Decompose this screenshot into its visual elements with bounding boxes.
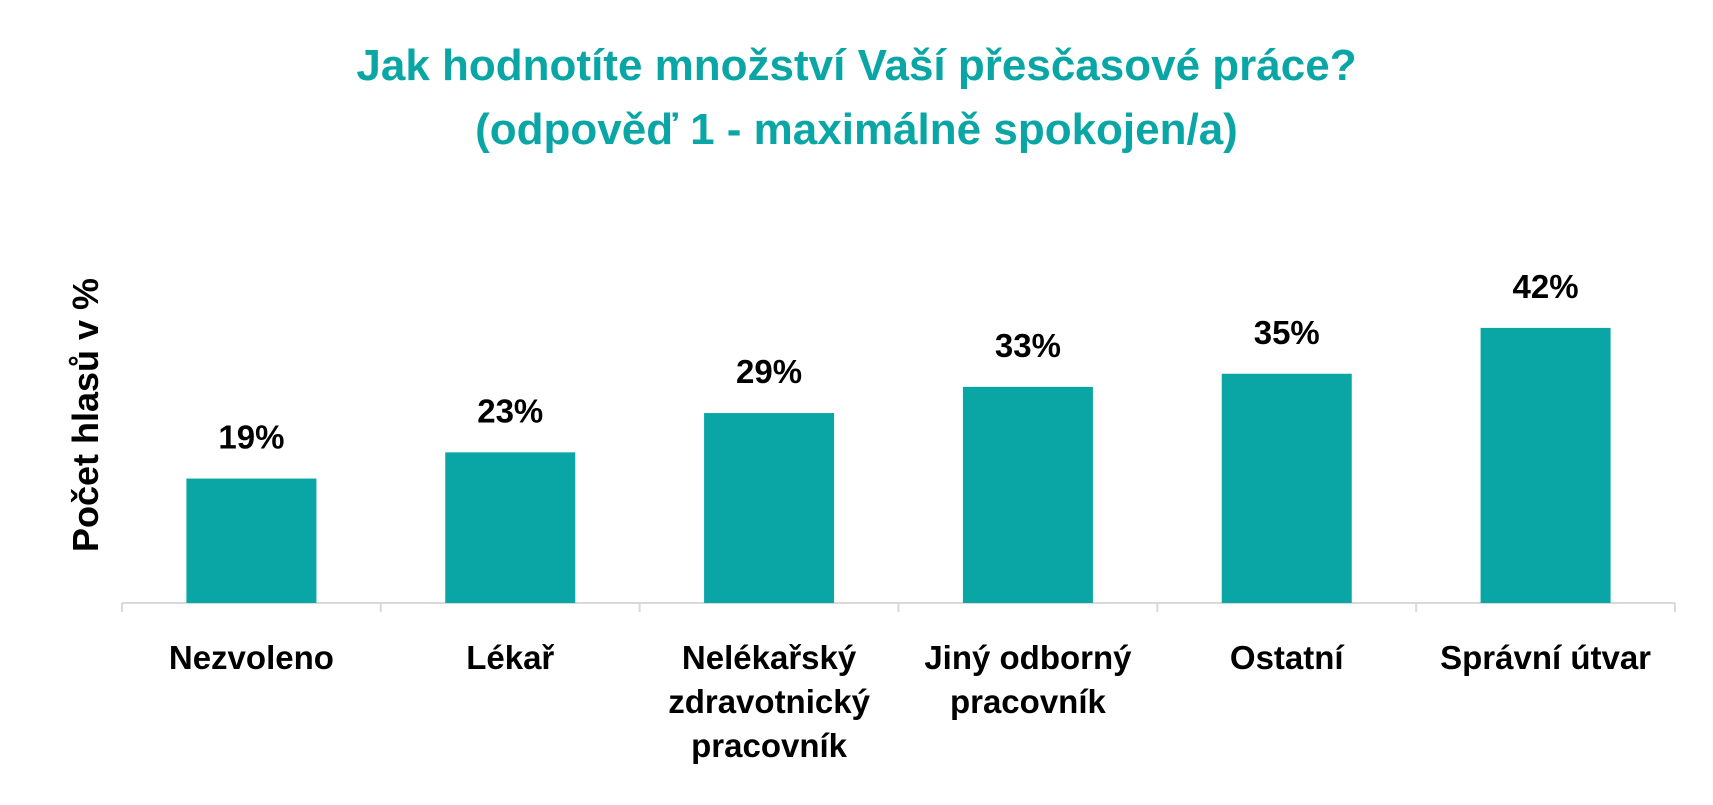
data-label: 42% bbox=[1513, 268, 1579, 305]
data-label: 33% bbox=[995, 327, 1061, 364]
x-tick-label: Nezvoleno bbox=[126, 636, 376, 680]
bar bbox=[186, 478, 317, 603]
data-label: 29% bbox=[736, 353, 802, 390]
x-tick-label-line: Jiný odborný bbox=[924, 639, 1132, 676]
x-tick-label-line: Správní útvar bbox=[1440, 639, 1652, 676]
x-tick-label-line: zdravotnický bbox=[668, 683, 870, 720]
chart-title-line-1: Jak hodnotíte množství Vaší přesčasové p… bbox=[356, 41, 1357, 90]
bar bbox=[704, 413, 835, 603]
bar bbox=[445, 452, 576, 603]
plot-area: 19% 23% 29% 33% 35% 42% bbox=[121, 268, 1676, 612]
chart-title: Jak hodnotíte množství Vaší přesčasové p… bbox=[0, 34, 1713, 162]
data-label: 23% bbox=[477, 392, 543, 429]
x-tick-label-line: pracovník bbox=[691, 727, 848, 764]
data-label: 35% bbox=[1254, 314, 1320, 351]
x-tick-label-line: Nezvoleno bbox=[168, 639, 334, 676]
data-label: 19% bbox=[218, 419, 284, 456]
x-tick-label: Jiný odborný pracovník bbox=[903, 636, 1153, 724]
bar bbox=[1221, 373, 1352, 603]
bar bbox=[962, 386, 1093, 603]
x-tick-label-line: Ostatní bbox=[1229, 639, 1344, 676]
chart-title-line-2: (odpověď 1 - maximálně spokojen/a) bbox=[475, 105, 1238, 154]
y-axis-label: Počet hlasů v % bbox=[65, 278, 106, 552]
x-tick-label: Ostatní bbox=[1162, 636, 1412, 680]
x-tick-label-line: pracovník bbox=[949, 683, 1106, 720]
x-tick-label: Lékař bbox=[385, 636, 635, 680]
x-tick-label-line: Lékař bbox=[466, 639, 555, 676]
x-tick-label: Správní útvar bbox=[1421, 636, 1671, 680]
bar bbox=[1480, 327, 1611, 603]
x-tick-label-line: Nelékařský bbox=[681, 639, 857, 676]
x-tick-label: Nelékařský zdravotnický pracovník bbox=[644, 636, 894, 768]
